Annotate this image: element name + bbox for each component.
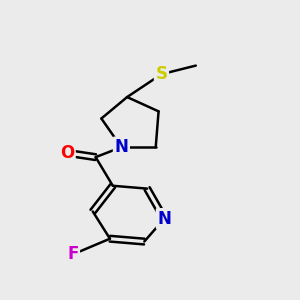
Text: N: N <box>158 210 171 228</box>
Text: O: O <box>60 144 74 162</box>
Text: S: S <box>155 65 167 83</box>
Text: N: N <box>115 138 128 156</box>
Text: F: F <box>67 245 78 263</box>
